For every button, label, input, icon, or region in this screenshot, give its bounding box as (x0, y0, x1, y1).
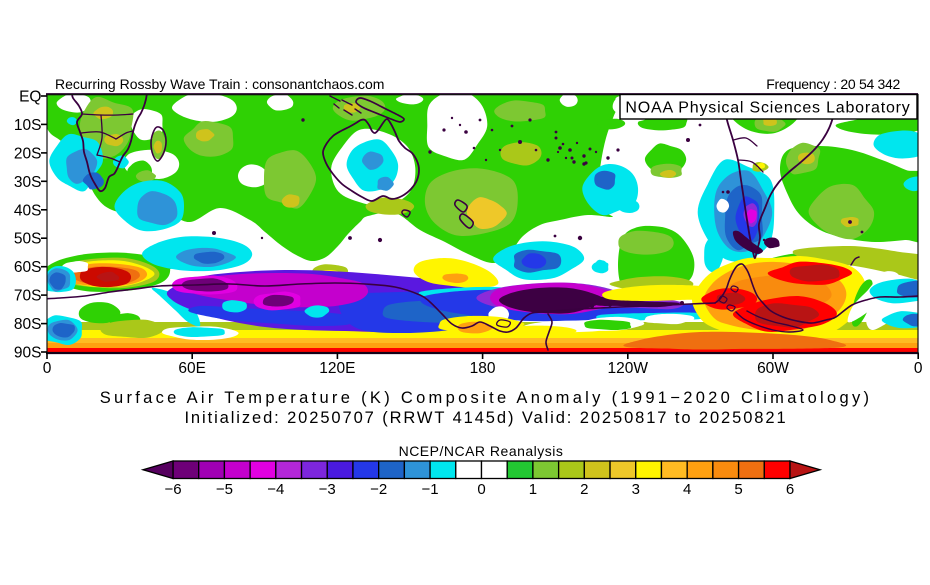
svg-text:70S: 70S (14, 288, 42, 305)
svg-text:−6: −6 (164, 481, 181, 498)
svg-text:EQ: EQ (19, 89, 41, 106)
svg-text:−5: −5 (216, 481, 233, 498)
svg-text:Recurring Rossby Wave Train :: Recurring Rossby Wave Train : consonantc… (55, 76, 384, 92)
svg-text:90S: 90S (14, 345, 42, 362)
svg-text:−1: −1 (422, 481, 439, 498)
svg-text:0: 0 (914, 360, 923, 377)
svg-text:−3: −3 (319, 481, 336, 498)
svg-text:Frequency : 20 54 342: Frequency : 20 54 342 (766, 76, 900, 92)
svg-text:40S: 40S (14, 202, 42, 219)
svg-text:30S: 30S (14, 174, 42, 191)
svg-text:0: 0 (477, 481, 485, 498)
svg-text:5: 5 (734, 481, 742, 498)
svg-text:60W: 60W (757, 360, 789, 377)
svg-text:60S: 60S (14, 259, 42, 276)
svg-text:NCEP/NCAR Reanalysis: NCEP/NCAR Reanalysis (399, 443, 564, 459)
svg-text:3: 3 (632, 481, 640, 498)
svg-text:80S: 80S (14, 316, 42, 333)
svg-text:120W: 120W (608, 360, 649, 377)
svg-text:0: 0 (43, 360, 52, 377)
svg-text:2: 2 (580, 481, 588, 498)
svg-text:NOAA Physical Sciences Laborat: NOAA Physical Sciences Laboratory (625, 100, 910, 117)
svg-text:6: 6 (786, 481, 794, 498)
svg-text:1: 1 (529, 481, 537, 498)
svg-text:Initialized: 20250707 (RRWT 41: Initialized: 20250707 (RRWT 4145d) Valid… (184, 409, 787, 427)
svg-text:180: 180 (470, 360, 496, 377)
svg-text:−2: −2 (370, 481, 387, 498)
svg-text:120E: 120E (319, 360, 355, 377)
svg-text:−4: −4 (267, 481, 284, 498)
svg-text:10S: 10S (14, 117, 42, 134)
svg-text:60E: 60E (178, 360, 206, 377)
svg-text:4: 4 (683, 481, 691, 498)
svg-text:Surface Air Temperature (K) Co: Surface Air Temperature (K) Composite An… (100, 389, 873, 407)
svg-text:20S: 20S (14, 145, 42, 162)
svg-text:50S: 50S (14, 231, 42, 248)
